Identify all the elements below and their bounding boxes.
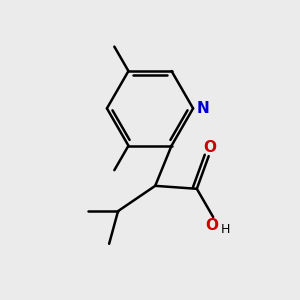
- Text: O: O: [205, 218, 218, 233]
- Text: O: O: [204, 140, 217, 155]
- Text: H: H: [221, 223, 230, 236]
- Text: N: N: [196, 101, 209, 116]
